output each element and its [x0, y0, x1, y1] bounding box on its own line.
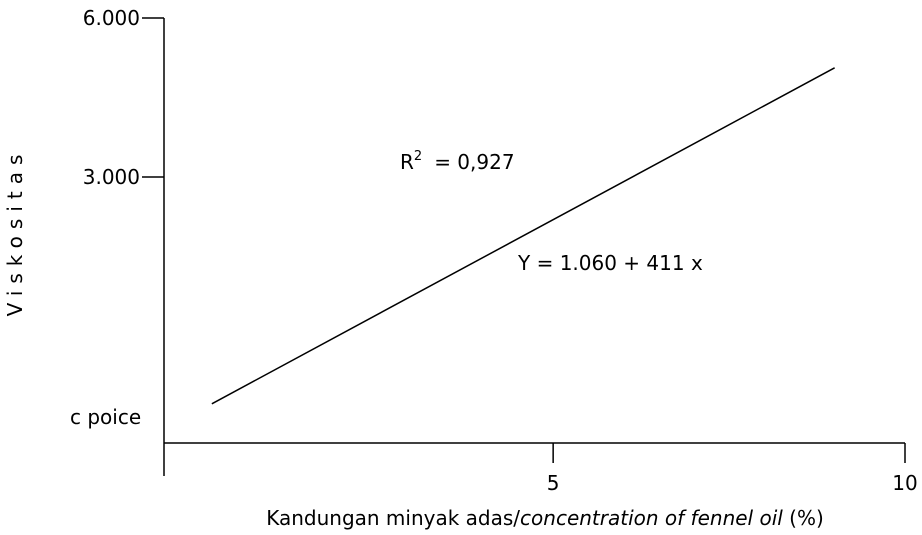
- annotation: R2 = 0,927: [400, 149, 515, 174]
- annotation: Y = 1.060 + 411 x: [517, 251, 703, 275]
- y-axis-label: Viskositas: [3, 148, 27, 317]
- annotation-text: = 0,927: [434, 150, 514, 174]
- x-axis-label: Kandungan minyak adas/concentration of f…: [266, 506, 824, 530]
- regression-line: [211, 67, 835, 405]
- x-label-main: Kandungan minyak adas/: [266, 506, 520, 530]
- x-tick-label: 10: [892, 471, 917, 495]
- y-tick-label: 6.000: [83, 6, 140, 30]
- y-tick-label: 3.000: [83, 165, 140, 189]
- x-tick-label: 5: [547, 471, 560, 495]
- x-label-unit: (%): [783, 506, 824, 530]
- annotation-sup: 2: [414, 149, 422, 164]
- x-label-italic: concentration of fennel oil: [520, 506, 783, 530]
- annotation-base: R: [400, 150, 414, 174]
- y-unit-label: c poice: [70, 405, 141, 429]
